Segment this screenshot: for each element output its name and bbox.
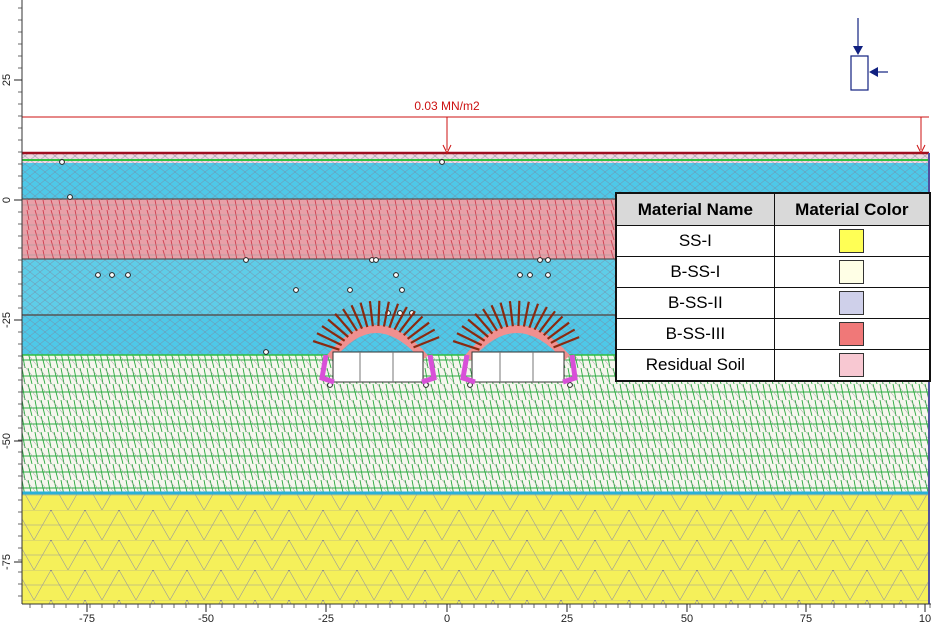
material-legend: Material Name Material Color SS-I B-SS-I… bbox=[615, 192, 931, 382]
load-label: 0.03 MN/m2 bbox=[414, 99, 480, 113]
x-tick-label: 0 bbox=[444, 613, 450, 625]
distributed-load: 0.03 MN/m2 bbox=[22, 99, 929, 155]
legend-row: SS-I bbox=[615, 225, 931, 257]
legend-material-name: B-SS-II bbox=[615, 287, 775, 319]
x-tick-label: -25 bbox=[318, 613, 334, 625]
legend-header-color: Material Color bbox=[773, 192, 931, 226]
x-axis: -75 -50 -25 0 25 50 75 10 bbox=[22, 603, 931, 625]
legend-row: Residual Soil bbox=[615, 349, 931, 382]
legend-material-name: B-SS-III bbox=[615, 318, 775, 350]
y-tick-label: -25 bbox=[1, 312, 13, 328]
y-tick-label: 25 bbox=[1, 74, 13, 86]
legend-material-name: SS-I bbox=[615, 225, 775, 257]
x-tick-label: 75 bbox=[800, 613, 812, 625]
x-tick-label: -50 bbox=[198, 613, 214, 625]
tunnel-right bbox=[452, 300, 580, 385]
x-tick-label: 25 bbox=[561, 613, 573, 625]
y-axis: 25 0 -25 -50 -75 bbox=[1, 0, 23, 604]
y-tick-label: -50 bbox=[1, 433, 13, 449]
legend-row: B-SS-I bbox=[615, 256, 931, 288]
legend-color-swatch bbox=[839, 322, 865, 346]
legend-color-swatch bbox=[839, 353, 865, 377]
x-tick-label: -75 bbox=[79, 613, 95, 625]
x-tick-label: 50 bbox=[681, 613, 693, 625]
legend-material-name: B-SS-I bbox=[615, 256, 775, 288]
y-tick-label: -75 bbox=[1, 554, 13, 570]
legend-color-swatch bbox=[839, 260, 865, 284]
legend-header-name: Material Name bbox=[615, 192, 775, 226]
legend-row: B-SS-II bbox=[615, 287, 931, 319]
legend-row: B-SS-III bbox=[615, 318, 931, 350]
x-tick-label: 10 bbox=[919, 613, 931, 625]
legend-color-swatch bbox=[839, 291, 865, 315]
legend-color-swatch bbox=[839, 229, 865, 253]
legend-material-name: Residual Soil bbox=[615, 349, 775, 382]
tunnel-left bbox=[312, 300, 440, 385]
support-fixity-icon bbox=[850, 18, 888, 91]
y-tick-label: 0 bbox=[1, 197, 13, 203]
